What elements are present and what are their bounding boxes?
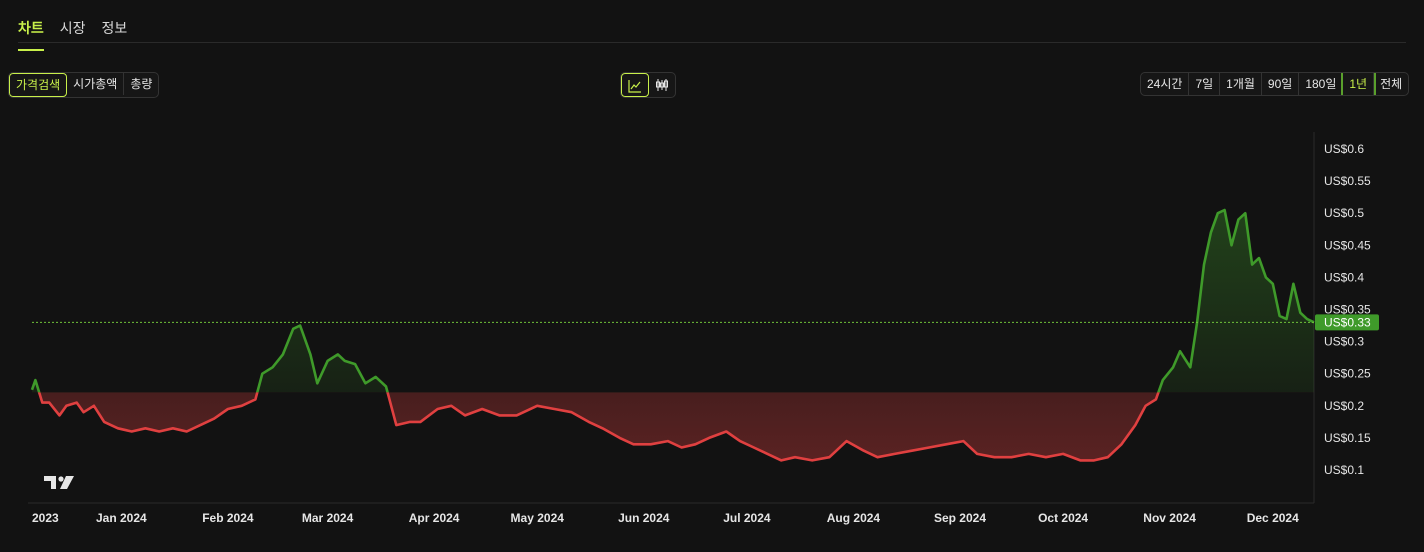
y-tick-label: US$0.5 bbox=[1324, 206, 1364, 220]
area-fill-down bbox=[39, 392, 1159, 461]
chart-style-toggle bbox=[620, 72, 676, 98]
tab-chart[interactable]: 차트 bbox=[18, 14, 44, 51]
metric-toggle: 가격검색 시가총액 총량 bbox=[8, 72, 160, 98]
tab-info[interactable]: 정보 bbox=[101, 20, 128, 36]
x-tick-label: Jul 2024 bbox=[723, 511, 771, 525]
range-90d-button[interactable]: 90일 bbox=[1262, 73, 1300, 95]
tradingview-logo bbox=[44, 476, 74, 489]
x-tick-label: Mar 2024 bbox=[302, 511, 354, 525]
y-tick-label: US$0.6 bbox=[1324, 142, 1364, 156]
range-1y-button[interactable]: 1년 bbox=[1341, 73, 1377, 95]
x-tick-label: Nov 2024 bbox=[1143, 511, 1196, 525]
top-tabs: 차트 시장 정보 bbox=[18, 14, 128, 51]
x-tick-label: Jan 2024 bbox=[96, 511, 147, 525]
line-chart-button[interactable] bbox=[621, 73, 649, 97]
price-line-up bbox=[30, 208, 1315, 393]
range-180d-button[interactable]: 180일 bbox=[1299, 73, 1344, 95]
volume-button[interactable]: 총량 bbox=[130, 77, 153, 91]
y-tick-label: US$0.25 bbox=[1324, 367, 1371, 381]
range-7d-button[interactable]: 7일 bbox=[1189, 73, 1221, 95]
x-tick-label: Sep 2024 bbox=[934, 511, 986, 525]
x-tick-label: Jun 2024 bbox=[618, 511, 670, 525]
x-tick-label: May 2024 bbox=[511, 511, 565, 525]
tab-market[interactable]: 시장 bbox=[59, 20, 86, 36]
candlestick-icon bbox=[656, 78, 668, 91]
range-toggle: 24시간 7일 1개월 90일 180일 1년 전체 bbox=[1140, 72, 1410, 96]
svg-text:US$0.33: US$0.33 bbox=[1324, 315, 1371, 329]
y-tick-label: US$0.15 bbox=[1324, 431, 1371, 445]
x-tick-label: Dec 2024 bbox=[1247, 511, 1299, 525]
x-tick-label: Apr 2024 bbox=[409, 511, 460, 525]
x-tick-label: 2023 bbox=[32, 511, 59, 525]
x-axis-ticks: 2023 Jan 2024 Feb 2024 Mar 2024 Apr 2024 May … bbox=[32, 511, 1299, 525]
y-tick-label: US$0.45 bbox=[1324, 238, 1371, 252]
candlestick-button[interactable] bbox=[649, 73, 675, 95]
y-tick-label: US$0.3 bbox=[1324, 335, 1364, 349]
x-tick-label: Feb 2024 bbox=[202, 511, 254, 525]
x-tick-label: Oct 2024 bbox=[1038, 511, 1088, 525]
market-cap-button[interactable]: 시가총액 bbox=[67, 73, 125, 95]
range-all-button[interactable]: 전체 bbox=[1380, 77, 1403, 91]
line-chart-icon bbox=[628, 79, 641, 93]
y-axis-ticks: US$0.6US$0.55US$0.5US$0.45US$0.4US$0.35U… bbox=[1324, 142, 1371, 477]
x-tick-label: Aug 2024 bbox=[827, 511, 881, 525]
price-line-down bbox=[37, 392, 1160, 462]
y-tick-label: US$0.2 bbox=[1324, 399, 1364, 413]
y-tick-label: US$0.1 bbox=[1324, 463, 1364, 477]
range-1m-button[interactable]: 1개월 bbox=[1220, 73, 1262, 95]
price-badge: US$0.33 bbox=[1315, 314, 1379, 331]
area-fill-up bbox=[32, 210, 1314, 393]
range-24h-button[interactable]: 24시간 bbox=[1141, 73, 1190, 95]
y-tick-label: US$0.35 bbox=[1324, 303, 1371, 317]
price-button[interactable]: 가격검색 bbox=[9, 73, 68, 97]
y-tick-label: US$0.4 bbox=[1324, 270, 1364, 284]
tabs-divider bbox=[18, 42, 1406, 43]
y-tick-label: US$0.55 bbox=[1324, 174, 1371, 188]
